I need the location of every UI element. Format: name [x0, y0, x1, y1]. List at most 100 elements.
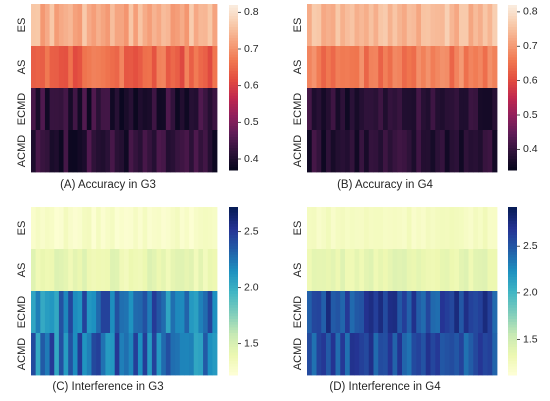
- heatmap-cell: [425, 333, 431, 376]
- colorbar-segment: [508, 43, 517, 47]
- heatmap-cell: [402, 130, 408, 173]
- heatmap-cell: [72, 207, 78, 250]
- heatmap-cell: [63, 46, 69, 89]
- heatmap-cell: [44, 4, 50, 47]
- heatmap-cell: [105, 46, 111, 89]
- heatmap-cell: [54, 207, 60, 250]
- heatmap-cell: [340, 207, 346, 250]
- heatmap-cell: [307, 249, 313, 292]
- heatmap-cell: [63, 130, 69, 173]
- colorbar-segment: [229, 305, 238, 309]
- heatmap-cell: [468, 291, 474, 334]
- heatmap-cell: [165, 46, 171, 89]
- heatmap-cell: [435, 88, 441, 131]
- colorbar-segment: [508, 363, 517, 368]
- heatmap-cell: [156, 4, 162, 47]
- heatmap-cell: [198, 130, 204, 173]
- colorbar-segment: [508, 117, 517, 121]
- colorbar-segment: [229, 268, 238, 272]
- heatmap-cell: [151, 291, 157, 334]
- colorbar-segment: [508, 291, 517, 295]
- heatmap-cell: [335, 333, 341, 376]
- colorbar-segment: [229, 330, 238, 334]
- heatmap-cell: [58, 249, 64, 292]
- heatmap-cell: [165, 291, 171, 334]
- heatmap-cell: [435, 46, 441, 89]
- colorbar-segment: [508, 330, 517, 334]
- heatmap-cell: [175, 333, 181, 376]
- heatmap-cell: [364, 333, 370, 376]
- heatmap-cell: [473, 333, 479, 376]
- heatmap-cell: [151, 4, 157, 47]
- colorbar-segment: [229, 218, 238, 222]
- heatmap-cell: [435, 291, 441, 334]
- heatmap-cell: [142, 333, 148, 376]
- heatmap-cell: [147, 207, 153, 250]
- colorbar-segment: [508, 73, 517, 77]
- colorbar-segment: [508, 347, 517, 351]
- heatmap-cell: [440, 291, 446, 334]
- colorbar-tick-label: 0.4: [244, 153, 259, 165]
- heatmap-cell: [416, 4, 422, 47]
- row-label: ES: [292, 18, 304, 33]
- colorbar-segment: [229, 35, 238, 39]
- heatmap-cell: [387, 333, 393, 376]
- colorbar-segment: [229, 38, 238, 42]
- heatmap-cell: [96, 207, 102, 250]
- heatmap-cell: [203, 291, 209, 334]
- heatmap-cell: [133, 249, 139, 292]
- colorbar-segment: [508, 109, 517, 113]
- heatmap-cell: [175, 130, 181, 173]
- colorbar-segment: [508, 29, 517, 33]
- heatmap-cell: [459, 46, 465, 89]
- colorbar-segment: [229, 65, 238, 69]
- heatmap-cell: [161, 46, 167, 89]
- heatmap-cell: [326, 291, 332, 334]
- heatmap-cell: [463, 4, 469, 47]
- colorbar-segment: [229, 27, 238, 31]
- heatmap-cell: [383, 46, 389, 89]
- heatmap-cell: [86, 207, 92, 250]
- heatmap-cell: [100, 249, 106, 292]
- colorbar-segment: [508, 49, 517, 53]
- heatmap-cell: [212, 130, 218, 173]
- heatmap-cell: [326, 333, 332, 376]
- panel-3: ES AS ECMD ACMD 2.5 2.0 1.5 (C) Interference in…: [16, 207, 259, 393]
- colorbar-segment: [229, 223, 238, 228]
- colorbar-segment: [508, 232, 517, 236]
- row-label: ACMD: [292, 338, 304, 370]
- heatmap-cell: [193, 207, 199, 250]
- heatmap-cell: [44, 88, 50, 131]
- heatmap-cell: [96, 130, 102, 173]
- heatmap-cell: [444, 46, 450, 89]
- colorbar-segment: [229, 209, 238, 214]
- heatmap-cell: [307, 333, 313, 376]
- heatmap-cell: [207, 88, 213, 131]
- heatmap-cell: [114, 333, 120, 376]
- heatmap-cell: [151, 88, 157, 131]
- heatmap-cell: [373, 249, 379, 292]
- heatmap-cell: [156, 333, 162, 376]
- heatmap-cell: [425, 130, 431, 173]
- heatmap-cell: [492, 291, 498, 334]
- heatmap-cell: [133, 291, 139, 334]
- heatmap-cell: [421, 88, 427, 131]
- heatmap-cell: [402, 4, 408, 47]
- heatmap-cell: [468, 207, 474, 250]
- colorbar-segment: [229, 293, 238, 298]
- heatmap-cell: [335, 4, 341, 47]
- heatmap-cell: [330, 88, 336, 131]
- colorbar-tick-label: 1.5: [523, 333, 538, 345]
- heatmap-cell: [128, 4, 134, 47]
- heatmap-cell: [72, 46, 78, 89]
- heatmap-cell: [44, 333, 50, 376]
- heatmap-cell: [161, 249, 167, 292]
- heatmap-cell: [58, 4, 64, 47]
- colorbar-segment: [508, 223, 517, 228]
- heatmap-cell: [198, 291, 204, 334]
- heatmap-cell: [463, 88, 469, 131]
- heatmap-cell: [110, 130, 116, 173]
- heatmap-cell: [340, 130, 346, 173]
- heatmap-cell: [170, 4, 176, 47]
- colorbar-segment: [508, 265, 517, 270]
